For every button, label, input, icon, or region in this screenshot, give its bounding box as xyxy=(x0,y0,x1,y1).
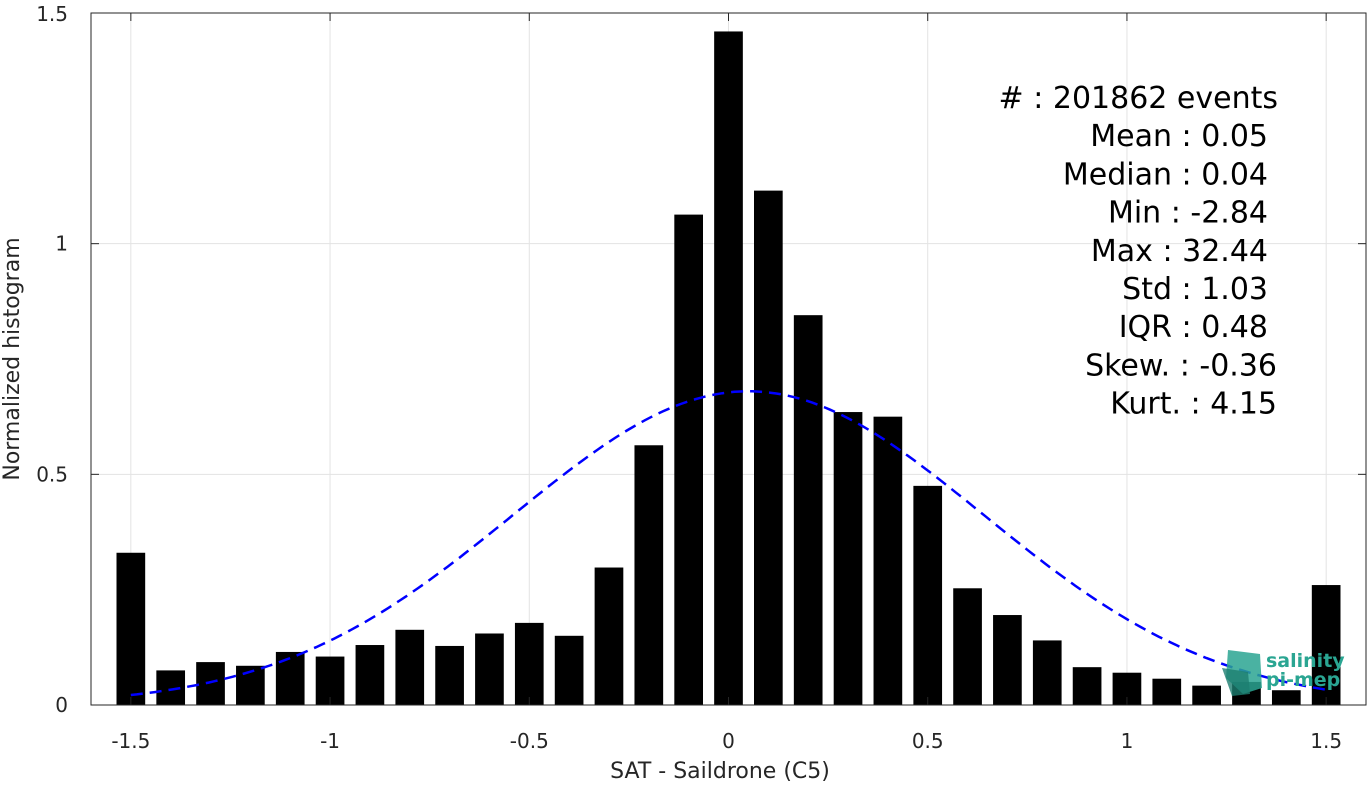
salinity-pi-mep-logo: salinity pi-mep xyxy=(1222,650,1345,696)
y-tick-labels: 0 0.5 1 1.5 xyxy=(36,2,68,717)
histogram-bar xyxy=(674,214,703,705)
x-tick-label: 1 xyxy=(1121,729,1134,753)
histogram-bar xyxy=(833,412,863,705)
stat-line: Min : -2.84 xyxy=(1108,196,1268,231)
logo-line-2: pi-mep xyxy=(1266,669,1340,691)
x-tick-label: 0.5 xyxy=(912,729,944,753)
stat-line: Max : 32.44 xyxy=(1091,234,1268,269)
histogram-bar xyxy=(913,485,943,705)
x-tick-labels: -1.5 -1 -0.5 0 0.5 1 1.5 xyxy=(111,729,1342,753)
x-tick-label: 0 xyxy=(722,729,735,753)
histogram-bar xyxy=(315,656,345,705)
histogram-bar xyxy=(435,645,464,705)
stat-line: IQR : 0.48 xyxy=(1119,310,1268,345)
x-tick-label: -0.5 xyxy=(510,729,549,753)
histogram-bar xyxy=(793,315,823,705)
histogram-bar xyxy=(993,615,1022,705)
histogram-bar xyxy=(156,670,186,705)
histogram-bar xyxy=(395,629,425,705)
y-tick-label: 0 xyxy=(55,693,68,717)
histogram-bar xyxy=(1271,690,1301,705)
histogram-bar xyxy=(714,31,743,706)
x-tick-label: -1 xyxy=(320,729,340,753)
histogram-bar xyxy=(514,622,544,705)
y-axis-label: Normalized histogram xyxy=(0,237,25,480)
stat-line: Skew. : -0.36 xyxy=(1085,348,1277,383)
histogram-bar xyxy=(355,645,385,705)
histogram-bar xyxy=(116,552,146,705)
histogram-bar xyxy=(475,633,504,705)
stat-line: # : 201862 events xyxy=(999,81,1278,116)
normal-fit-curve xyxy=(130,390,1327,697)
histogram-bar xyxy=(1192,685,1221,705)
histogram-bar xyxy=(953,588,982,705)
histogram-bar xyxy=(634,445,664,705)
histogram-bar xyxy=(873,416,903,705)
x-tick-label: -1.5 xyxy=(111,729,150,753)
y-tick-label: 1 xyxy=(55,232,68,256)
histogram-bar xyxy=(196,662,225,705)
x-axis-label: SAT - Saildrone (C5) xyxy=(610,759,830,784)
histogram-bar xyxy=(754,190,783,705)
stat-line: Kurt. : 4.15 xyxy=(1110,387,1277,422)
histogram-bar xyxy=(1072,667,1102,705)
logo-line-1: salinity xyxy=(1266,650,1345,672)
stat-line: Std : 1.03 xyxy=(1122,272,1268,307)
stat-line: Median : 0.04 xyxy=(1063,157,1268,192)
x-tick-label: 1.5 xyxy=(1310,729,1342,753)
histogram-bar xyxy=(554,635,584,705)
histogram-bar xyxy=(1311,585,1341,705)
histogram-bar xyxy=(1152,678,1182,705)
stat-line: Mean : 0.05 xyxy=(1090,119,1268,154)
y-tick-label: 0.5 xyxy=(36,462,68,486)
histogram-bar xyxy=(1032,640,1062,705)
histogram-bar xyxy=(275,651,305,705)
axis-ticks xyxy=(91,12,1366,706)
histogram-bars xyxy=(116,31,1341,706)
histogram-bar xyxy=(594,567,624,705)
y-tick-label: 1.5 xyxy=(36,2,68,26)
